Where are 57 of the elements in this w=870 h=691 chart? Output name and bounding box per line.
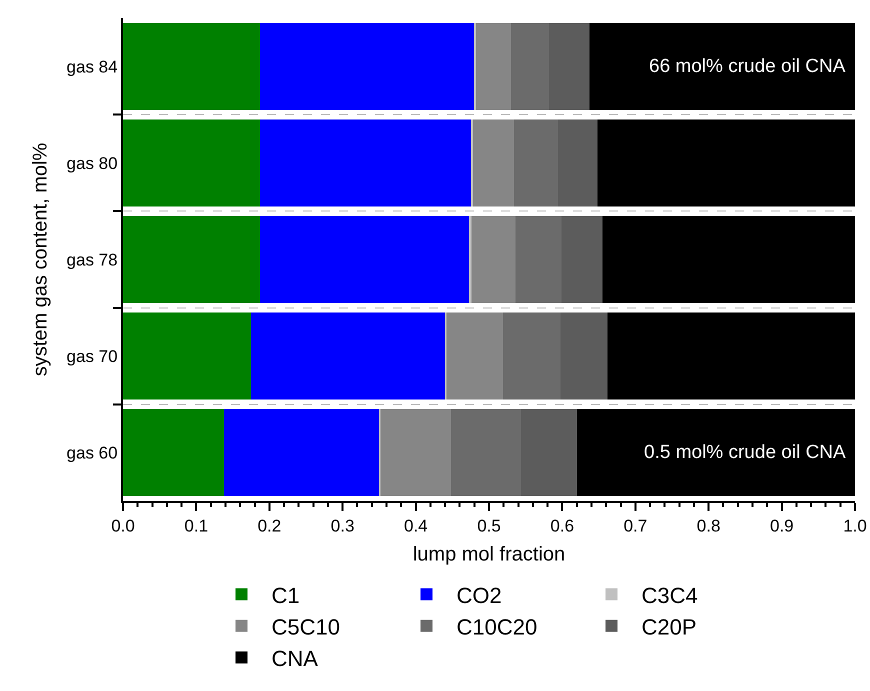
x-tick-label: 0.6 xyxy=(550,516,574,536)
x-tick-label: 0.5 xyxy=(477,516,501,536)
y-axis-title: system gas content, mol% xyxy=(30,142,52,376)
bar xyxy=(576,409,855,496)
y-tick-label: gas 78 xyxy=(66,250,118,270)
bar xyxy=(471,216,516,303)
bar xyxy=(608,312,855,400)
legend-label: CO2 xyxy=(456,582,502,608)
bar xyxy=(597,119,855,206)
x-tick-label: 0.2 xyxy=(258,516,282,536)
bar xyxy=(472,119,514,206)
x-tick-label: 0.9 xyxy=(770,516,794,536)
legend-label: CNA xyxy=(272,646,318,672)
bar xyxy=(515,216,562,303)
y-tick-label: gas 70 xyxy=(66,347,118,366)
x-tick-label: 0.4 xyxy=(404,516,428,536)
bar xyxy=(549,22,590,110)
bar xyxy=(380,409,451,496)
bar xyxy=(476,22,511,110)
y-tick-label: gas 80 xyxy=(66,154,118,173)
bar xyxy=(558,119,598,206)
bar xyxy=(123,312,252,400)
x-tick-label: 0.8 xyxy=(696,516,720,536)
x-tick-label: 0.7 xyxy=(624,516,648,536)
annotation: 0.5 mol% crude oil CNA xyxy=(644,442,846,463)
legend-label: C5C10 xyxy=(272,614,340,640)
x-tick-label: 0.1 xyxy=(184,516,208,536)
legend-label: C3C4 xyxy=(642,582,698,608)
bar xyxy=(502,312,561,400)
bar xyxy=(123,119,260,206)
x-tick-label: 0.3 xyxy=(330,516,354,536)
x-axis-title: lump mol fraction xyxy=(412,543,566,566)
bar xyxy=(224,409,380,496)
bar xyxy=(560,312,608,400)
annotation: 66 mol% crude oil CNA xyxy=(649,56,846,77)
bar xyxy=(123,409,224,496)
bar xyxy=(251,312,446,400)
bar xyxy=(521,409,577,496)
bar xyxy=(514,119,558,206)
y-tick-label: gas 84 xyxy=(66,57,118,76)
bar xyxy=(450,409,522,496)
bar xyxy=(589,22,855,110)
x-tick-label: 0.0 xyxy=(111,516,135,536)
bar xyxy=(260,22,474,110)
bar xyxy=(123,216,260,303)
legend-label: C10C20 xyxy=(456,614,538,640)
y-tick-label: gas 60 xyxy=(66,444,118,463)
legend-label: C1 xyxy=(272,582,300,608)
bar xyxy=(602,216,855,303)
bar xyxy=(260,119,472,206)
bar xyxy=(446,312,503,400)
x-tick-label: 1.0 xyxy=(843,516,867,536)
legend-label: C20P xyxy=(642,614,697,640)
bar xyxy=(260,216,470,303)
bar xyxy=(561,216,602,303)
bar xyxy=(123,22,260,110)
bar xyxy=(510,22,550,110)
